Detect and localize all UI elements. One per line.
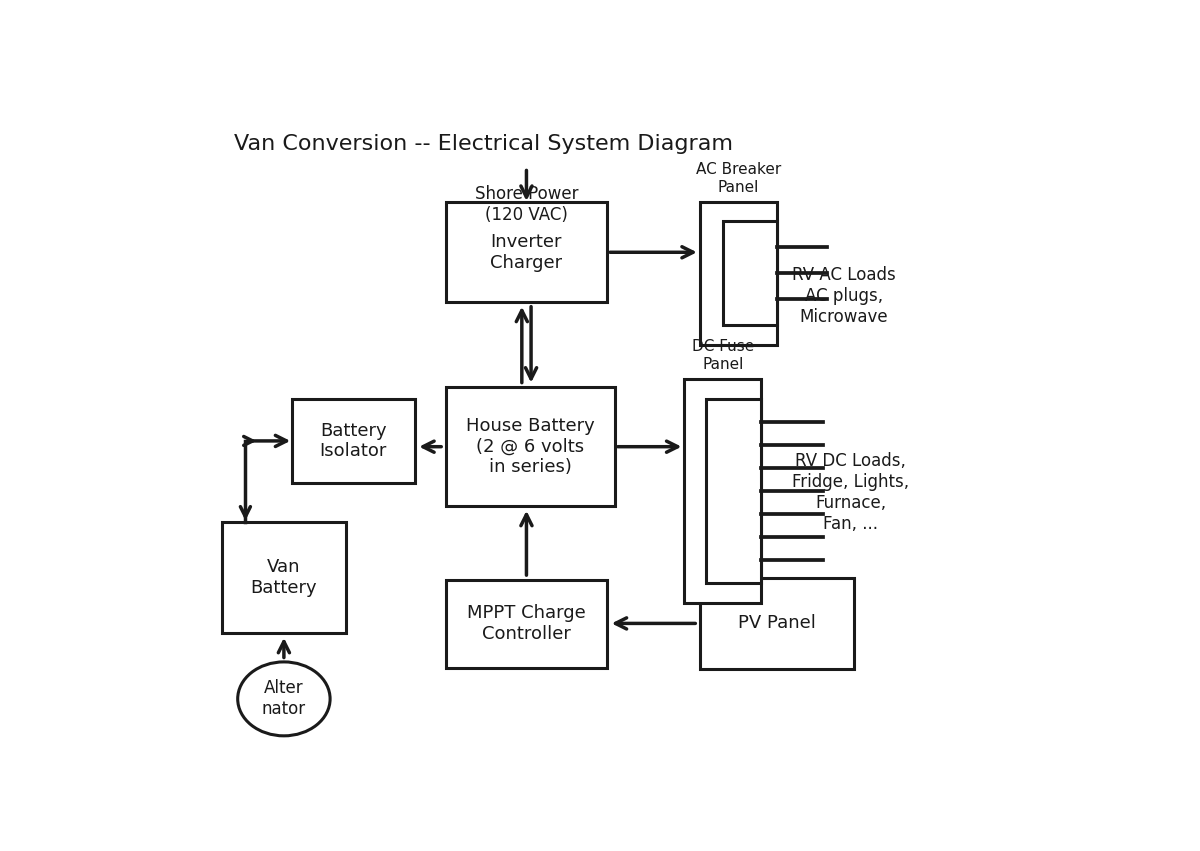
Text: Battery
Isolator: Battery Isolator (319, 421, 386, 460)
Bar (722, 221, 776, 325)
Text: Inverter
Charger: Inverter Charger (491, 233, 563, 271)
Text: DC Fuse
Panel: DC Fuse Panel (691, 340, 754, 372)
Text: Alter
nator: Alter nator (262, 679, 306, 718)
Text: Van Conversion -- Electrical System Diagram: Van Conversion -- Electrical System Diag… (234, 134, 733, 155)
Bar (222, 522, 346, 633)
Text: Shore Power
(120 VAC): Shore Power (120 VAC) (475, 186, 578, 224)
Bar (445, 580, 607, 668)
Bar (445, 387, 616, 506)
Text: PV Panel: PV Panel (738, 614, 816, 632)
Bar (700, 578, 853, 669)
Bar (684, 380, 761, 603)
Text: MPPT Charge
Controller: MPPT Charge Controller (467, 604, 586, 643)
Bar (445, 203, 607, 302)
Bar (700, 203, 776, 345)
Ellipse shape (238, 662, 330, 736)
Text: AC Breaker
Panel: AC Breaker Panel (696, 163, 781, 195)
Bar (292, 398, 415, 483)
Text: House Battery
(2 @ 6 volts
in series): House Battery (2 @ 6 volts in series) (466, 417, 595, 477)
Text: Van
Battery: Van Battery (251, 558, 317, 597)
Text: RV DC Loads,
Fridge, Lights,
Furnace,
Fan, ...: RV DC Loads, Fridge, Lights, Furnace, Fa… (792, 453, 910, 533)
Bar (706, 398, 761, 584)
Text: RV AC Loads
AC plugs,
Microwave: RV AC Loads AC plugs, Microwave (792, 266, 896, 326)
